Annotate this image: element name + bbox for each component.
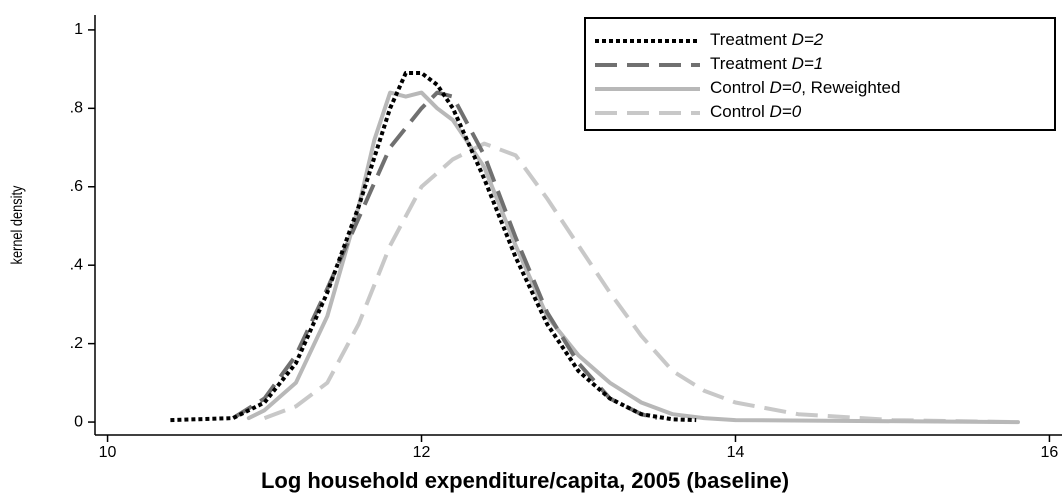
y-tick-label: .6: [70, 178, 83, 195]
y-axis-label: kernel density: [9, 185, 27, 265]
y-tick-label: 0: [74, 413, 83, 430]
x-axis-label: Log household expenditure/capita, 2005 (…: [261, 468, 789, 493]
y-tick-label: .4: [70, 256, 83, 273]
series-line: [170, 71, 697, 423]
x-tick-label: 12: [413, 444, 431, 461]
y-tick-label: 1: [74, 21, 83, 38]
legend-label: Treatment D=1: [710, 54, 823, 73]
legend-label: Treatment D=2: [710, 30, 824, 49]
x-tick-label: 16: [1041, 444, 1059, 461]
y-tick-label: .8: [70, 100, 83, 117]
series-line: [246, 90, 1020, 425]
x-tick-label: 14: [727, 444, 745, 461]
series-line: [263, 141, 1019, 425]
legend-label: Control D=0, Reweighted: [710, 78, 900, 97]
x-tick-label: 10: [99, 444, 117, 461]
y-tick-label: .2: [70, 335, 83, 352]
legend-label: Control D=0: [710, 102, 802, 121]
